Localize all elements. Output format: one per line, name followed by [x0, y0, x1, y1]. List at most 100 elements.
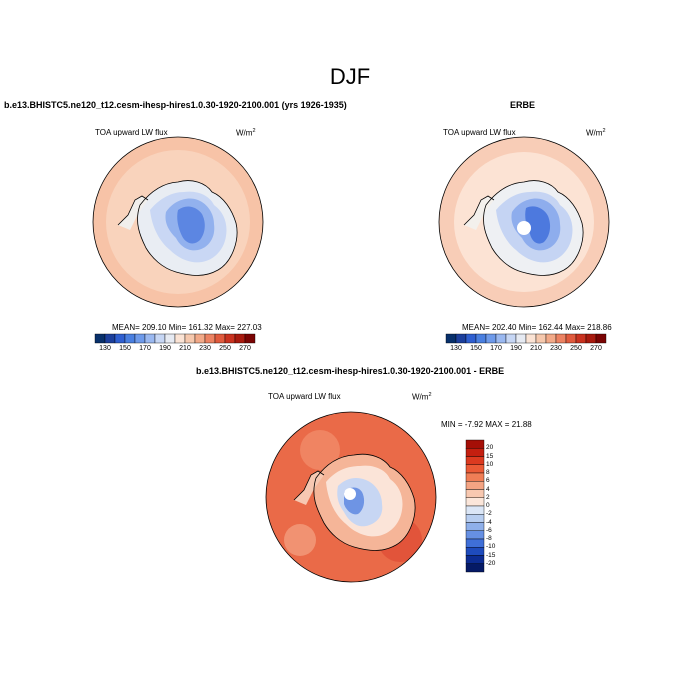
- colorbar-swatch: [465, 538, 485, 548]
- colorbar-swatch: [124, 333, 136, 344]
- model-units-label: W/m2: [236, 128, 256, 138]
- obs-colorbar: [445, 333, 607, 344]
- obs-map-border: [438, 136, 610, 308]
- colorbar-swatch: [465, 481, 485, 490]
- colorbar-tick-label: -8: [486, 535, 492, 542]
- colorbar-tick-label: 10: [486, 460, 494, 468]
- colorbar-tick-label: 130: [99, 345, 111, 352]
- colorbar-tick-label: 250: [219, 345, 231, 352]
- diff-map: [266, 412, 436, 582]
- colorbar-swatch: [575, 333, 587, 344]
- colorbar-swatch: [465, 333, 477, 344]
- colorbar-swatch: [465, 464, 485, 474]
- diff-map-border: [265, 411, 437, 583]
- colorbar-swatch: [545, 333, 557, 344]
- colorbar-swatch: [244, 333, 256, 344]
- colorbar-swatch: [595, 333, 607, 344]
- colorbar-swatch: [465, 472, 485, 482]
- colorbar-swatch: [134, 333, 146, 344]
- colorbar-tick-label: -4: [486, 518, 492, 526]
- obs-variable-label: TOA upward LW flux: [443, 128, 516, 137]
- model-colorbar: [94, 333, 256, 344]
- colorbar-tick-label: 150: [470, 345, 482, 352]
- colorbar-swatch: [455, 333, 467, 344]
- colorbar-tick-label: 150: [119, 345, 131, 352]
- colorbar-swatch: [465, 514, 485, 523]
- colorbar-swatch: [94, 333, 106, 344]
- colorbar-swatch: [114, 333, 126, 344]
- colorbar-swatch: [585, 333, 597, 344]
- colorbar-swatch: [505, 333, 517, 344]
- obs-units-label: W/m2: [586, 128, 606, 138]
- colorbar-tick-label: 4: [486, 485, 490, 493]
- colorbar-swatch: [535, 333, 547, 344]
- colorbar-tick-label: 6: [486, 477, 490, 485]
- colorbar-swatch: [465, 555, 485, 564]
- colorbar-swatch: [214, 333, 226, 344]
- model-coastline: [117, 180, 238, 276]
- model-panel-title: b.e13.BHISTC5.ne120_t12.cesm-ihesp-hires…: [4, 100, 347, 110]
- colorbar-tick-label: 170: [490, 345, 502, 352]
- diff-variable-label: TOA upward LW flux: [268, 392, 341, 401]
- obs-stats: MEAN= 202.40 Min= 162.44 Max= 218.86: [462, 323, 612, 332]
- colorbar-swatch: [144, 333, 156, 344]
- colorbar-swatch: [465, 456, 485, 465]
- diff-units-label: W/m2: [412, 392, 432, 402]
- colorbar-swatch: [465, 489, 485, 498]
- colorbar-tick-label: -15: [486, 551, 496, 559]
- colorbar-swatch: [465, 448, 485, 457]
- diff-panel-title: b.e13.BHISTC5.ne120_t12.cesm-ihesp-hires…: [196, 366, 505, 376]
- colorbar-tick-label: 8: [486, 469, 490, 476]
- colorbar-tick-label: 190: [159, 345, 171, 352]
- colorbar-tick-label: 170: [139, 345, 151, 352]
- colorbar-tick-label: 130: [450, 345, 462, 352]
- colorbar-tick-label: 190: [510, 345, 522, 352]
- colorbar-swatch: [475, 333, 487, 344]
- model-variable-label: TOA upward LW flux: [95, 128, 168, 137]
- colorbar-tick-label: -20: [486, 559, 496, 567]
- colorbar-tick-label: 210: [179, 345, 191, 352]
- colorbar-swatch: [465, 522, 485, 531]
- colorbar-tick-label: 15: [486, 452, 494, 460]
- colorbar-swatch: [465, 439, 485, 449]
- colorbar-swatch: [465, 505, 485, 515]
- colorbar-swatch: [515, 333, 527, 344]
- colorbar-swatch: [234, 333, 246, 344]
- colorbar-tick-label: 20: [486, 444, 494, 452]
- colorbar-swatch: [194, 333, 206, 344]
- diff-coastline: [293, 453, 416, 551]
- colorbar-tick-label: 270: [590, 345, 602, 352]
- colorbar-tick-label: -10: [486, 543, 496, 551]
- colorbar-swatch: [445, 333, 457, 344]
- colorbar-swatch: [495, 333, 507, 344]
- diff-colorbar: [465, 439, 485, 573]
- colorbar-tick-label: 250: [570, 345, 582, 352]
- colorbar-tick-label: 230: [550, 345, 562, 352]
- colorbar-tick-label: 270: [239, 345, 251, 352]
- colorbar-swatch: [204, 333, 216, 344]
- colorbar-swatch: [465, 497, 485, 507]
- colorbar-swatch: [565, 333, 577, 344]
- colorbar-tick-label: 2: [486, 493, 490, 501]
- colorbar-swatch: [465, 530, 485, 540]
- colorbar-tick-label: 230: [199, 345, 211, 352]
- figure-title: DJF: [329, 64, 371, 89]
- colorbar-swatch: [555, 333, 567, 344]
- obs-map: [439, 137, 609, 307]
- obs-panel-title: ERBE: [510, 100, 536, 110]
- diff-stats: MIN = -7.92 MAX = 21.88: [441, 420, 532, 429]
- colorbar-swatch: [184, 333, 196, 344]
- model-stats: MEAN= 209.10 Min= 161.32 Max= 227.03: [112, 323, 262, 332]
- colorbar-swatch: [485, 333, 497, 344]
- model-map: [93, 137, 263, 307]
- colorbar-tick-label: 0: [486, 502, 490, 509]
- colorbar-swatch: [154, 333, 166, 344]
- colorbar-swatch: [465, 563, 485, 573]
- colorbar-swatch: [104, 333, 116, 344]
- colorbar-swatch: [465, 547, 485, 556]
- colorbar-swatch: [224, 333, 236, 344]
- model-map-border: [92, 136, 264, 308]
- obs-coastline: [463, 180, 584, 276]
- colorbar-tick-label: 210: [530, 345, 542, 352]
